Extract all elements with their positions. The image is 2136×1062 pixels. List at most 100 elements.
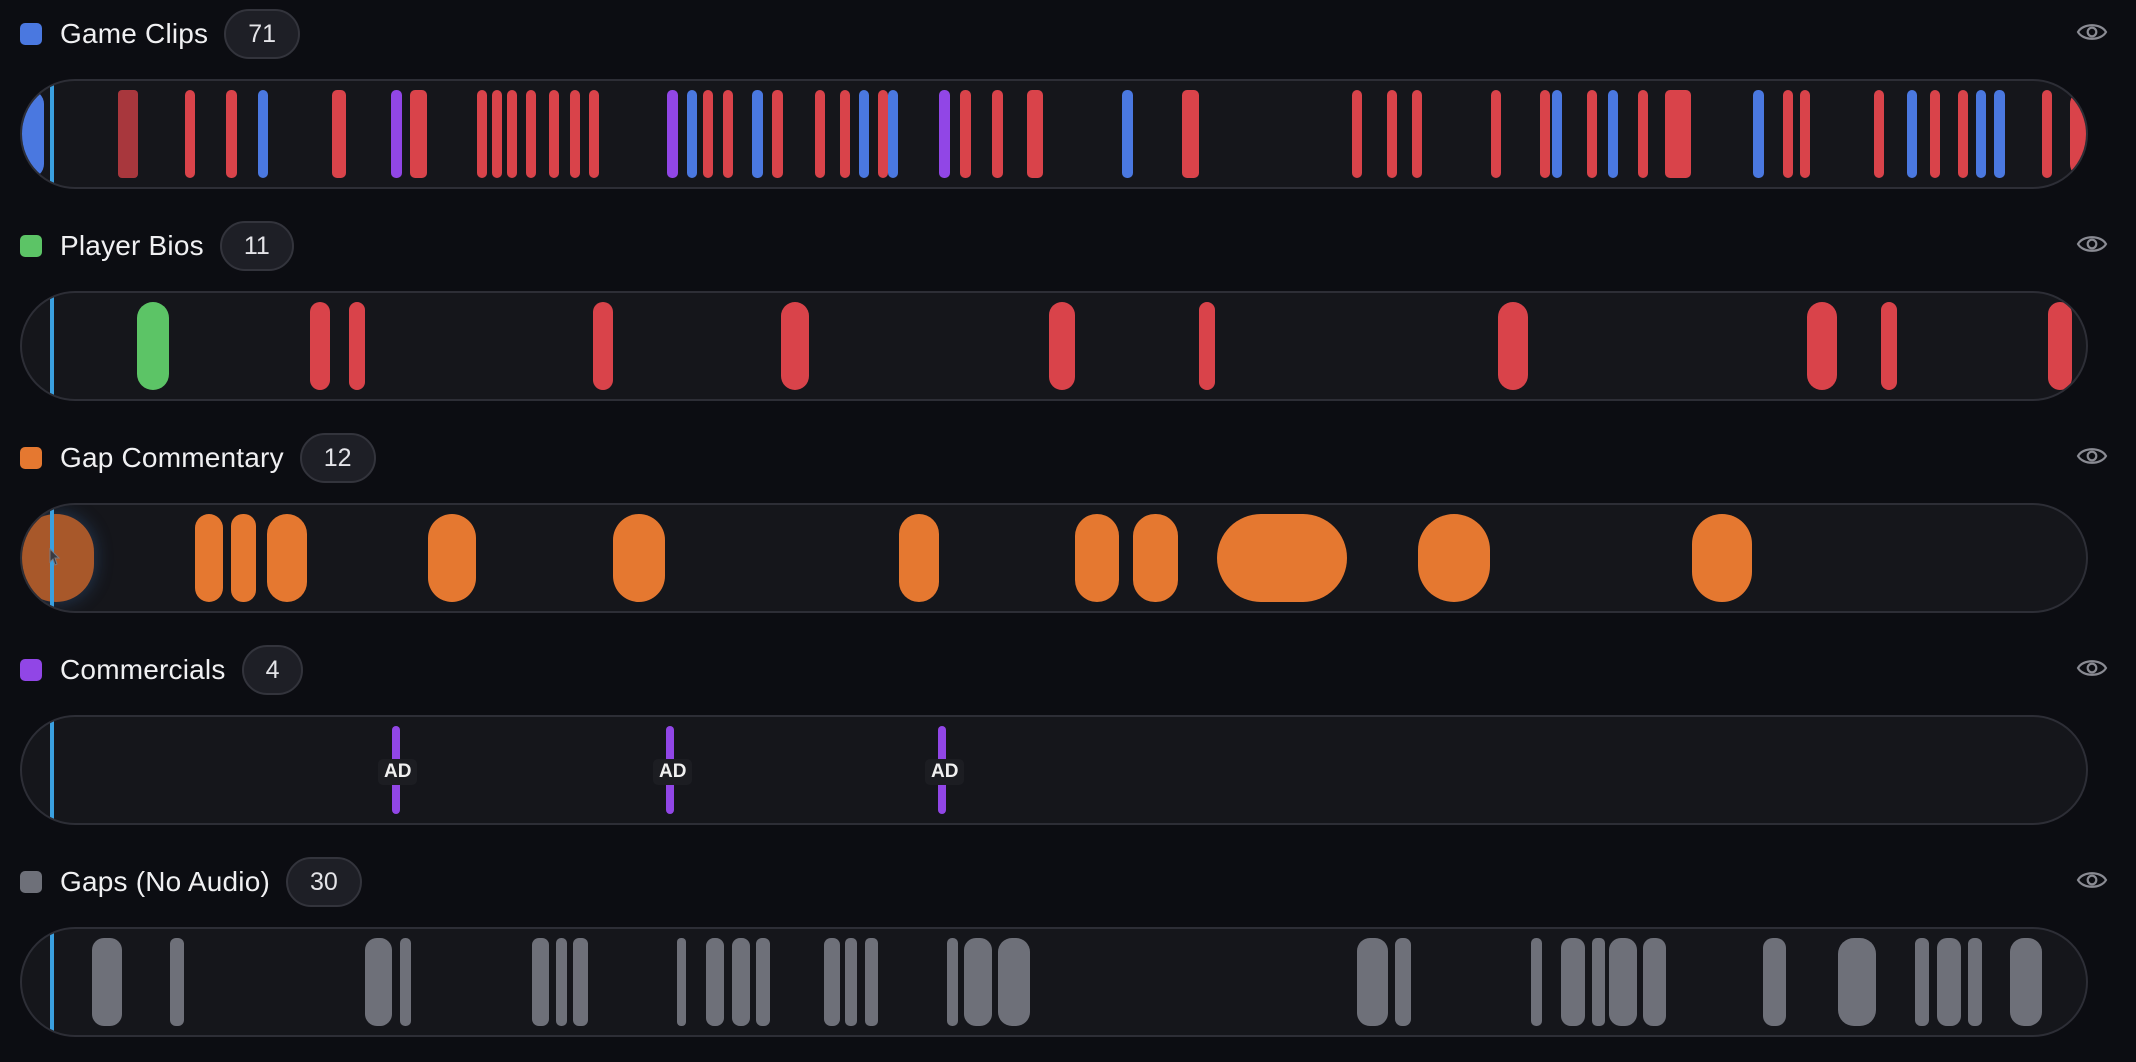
game-clip[interactable] bbox=[492, 90, 502, 178]
gap-segment[interactable] bbox=[532, 938, 549, 1026]
gap-segment[interactable] bbox=[365, 938, 392, 1026]
game-clip[interactable] bbox=[1352, 90, 1362, 178]
game-clip[interactable] bbox=[752, 90, 763, 178]
gap-segment[interactable] bbox=[1838, 938, 1876, 1026]
game-clip[interactable] bbox=[391, 90, 402, 178]
game-clip[interactable] bbox=[477, 90, 487, 178]
gap-segment[interactable] bbox=[677, 938, 686, 1026]
gap-segment[interactable] bbox=[556, 938, 567, 1026]
bio-clip[interactable] bbox=[310, 302, 330, 390]
gap-segment[interactable] bbox=[1561, 938, 1585, 1026]
game-clip[interactable] bbox=[1587, 90, 1597, 178]
playhead[interactable] bbox=[50, 717, 54, 823]
game-clip[interactable] bbox=[840, 90, 850, 178]
game-clip[interactable] bbox=[992, 90, 1003, 178]
gap-segment[interactable] bbox=[1395, 938, 1411, 1026]
game-clip[interactable] bbox=[22, 90, 44, 178]
commentary-clip[interactable] bbox=[1075, 514, 1119, 602]
game-clip[interactable] bbox=[258, 90, 268, 178]
gap-segment[interactable] bbox=[573, 938, 588, 1026]
gap-segment[interactable] bbox=[865, 938, 878, 1026]
game-clip[interactable] bbox=[1552, 90, 1562, 178]
game-clip[interactable] bbox=[1608, 90, 1618, 178]
game-clip[interactable] bbox=[939, 90, 950, 178]
gap-segment[interactable] bbox=[400, 938, 411, 1026]
game-clip[interactable] bbox=[507, 90, 517, 178]
commentary-clip[interactable] bbox=[613, 514, 665, 602]
commentary-clip[interactable] bbox=[1692, 514, 1752, 602]
game-clip[interactable] bbox=[226, 90, 237, 178]
gap-segment[interactable] bbox=[706, 938, 724, 1026]
gap-segment[interactable] bbox=[92, 938, 122, 1026]
gap-segment[interactable] bbox=[1357, 938, 1388, 1026]
timeline-lane[interactable]: AD AD AD bbox=[20, 715, 2088, 825]
game-clip[interactable] bbox=[332, 90, 346, 178]
game-clip[interactable] bbox=[1958, 90, 1968, 178]
playhead[interactable] bbox=[50, 81, 54, 187]
bio-clip[interactable] bbox=[349, 302, 365, 390]
game-clip[interactable] bbox=[1874, 90, 1884, 178]
game-clip[interactable] bbox=[410, 90, 427, 178]
game-clip[interactable] bbox=[888, 90, 898, 178]
gap-segment[interactable] bbox=[170, 938, 184, 1026]
game-clip[interactable] bbox=[878, 90, 888, 178]
eye-icon[interactable] bbox=[2076, 444, 2108, 468]
game-clip[interactable] bbox=[570, 90, 580, 178]
game-clip[interactable] bbox=[1540, 90, 1550, 178]
bio-clip[interactable] bbox=[781, 302, 809, 390]
commentary-clip[interactable] bbox=[1133, 514, 1178, 602]
gap-segment[interactable] bbox=[1968, 938, 1982, 1026]
commentary-clip[interactable] bbox=[1217, 514, 1347, 602]
game-clip[interactable] bbox=[2042, 90, 2052, 178]
playhead[interactable] bbox=[50, 929, 54, 1035]
gap-segment[interactable] bbox=[2010, 938, 2042, 1026]
game-clip[interactable] bbox=[1638, 90, 1648, 178]
eye-icon[interactable] bbox=[2076, 20, 2108, 44]
game-clip[interactable] bbox=[1753, 90, 1764, 178]
game-clip[interactable] bbox=[1994, 90, 2005, 178]
game-clip[interactable] bbox=[703, 90, 713, 178]
game-clip[interactable] bbox=[1976, 90, 1986, 178]
game-clip[interactable] bbox=[526, 90, 536, 178]
bio-clip[interactable] bbox=[1049, 302, 1075, 390]
timeline-lane[interactable] bbox=[20, 927, 2088, 1037]
game-clip[interactable] bbox=[549, 90, 559, 178]
gap-segment[interactable] bbox=[1592, 938, 1605, 1026]
bio-clip[interactable] bbox=[1498, 302, 1528, 390]
timeline-lane[interactable] bbox=[20, 79, 2088, 189]
eye-icon[interactable] bbox=[2076, 232, 2108, 256]
commentary-clip[interactable] bbox=[428, 514, 476, 602]
bio-clip[interactable] bbox=[593, 302, 613, 390]
game-clip[interactable] bbox=[1491, 90, 1501, 178]
bio-clip[interactable] bbox=[1199, 302, 1215, 390]
game-clip[interactable] bbox=[960, 90, 971, 178]
game-clip[interactable] bbox=[1665, 90, 1691, 178]
bio-clip[interactable] bbox=[137, 302, 169, 390]
gap-segment[interactable] bbox=[1609, 938, 1637, 1026]
bio-clip[interactable] bbox=[1807, 302, 1837, 390]
game-clip[interactable] bbox=[1387, 90, 1397, 178]
gap-segment[interactable] bbox=[756, 938, 770, 1026]
gap-segment[interactable] bbox=[1937, 938, 1961, 1026]
game-clip[interactable] bbox=[1027, 90, 1043, 178]
game-clip[interactable] bbox=[687, 90, 697, 178]
game-clip[interactable] bbox=[589, 90, 599, 178]
gap-segment[interactable] bbox=[1763, 938, 1786, 1026]
bio-clip[interactable] bbox=[1881, 302, 1897, 390]
gap-segment[interactable] bbox=[964, 938, 992, 1026]
gap-segment[interactable] bbox=[1915, 938, 1929, 1026]
game-clip[interactable] bbox=[1122, 90, 1133, 178]
game-clip[interactable] bbox=[2070, 90, 2086, 178]
game-clip[interactable] bbox=[772, 90, 783, 178]
playhead[interactable] bbox=[50, 293, 54, 399]
game-clip[interactable] bbox=[667, 90, 678, 178]
gap-segment[interactable] bbox=[1643, 938, 1666, 1026]
gap-segment[interactable] bbox=[998, 938, 1030, 1026]
bio-clip[interactable] bbox=[2048, 302, 2072, 390]
game-clip[interactable] bbox=[723, 90, 733, 178]
game-clip[interactable] bbox=[1783, 90, 1793, 178]
eye-icon[interactable] bbox=[2076, 656, 2108, 680]
game-clip[interactable] bbox=[815, 90, 825, 178]
game-clip[interactable] bbox=[859, 90, 869, 178]
game-clip[interactable] bbox=[1182, 90, 1199, 178]
